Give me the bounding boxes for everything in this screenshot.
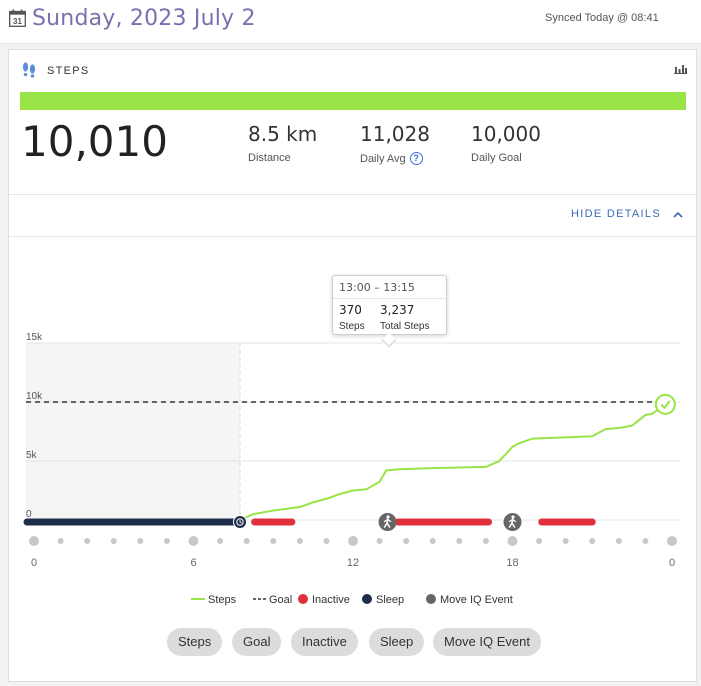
hour-tick-dot	[29, 536, 39, 546]
hour-tick-dot	[163, 538, 170, 544]
legend-dot-swatch	[362, 594, 372, 604]
page-title: Sunday, 2023 July 2	[32, 6, 256, 31]
walker-leg	[386, 522, 391, 528]
divider	[9, 236, 696, 237]
hour-tick-dot	[482, 538, 489, 544]
daily-goal-label-text: Daily Goal	[471, 152, 522, 164]
hour-tick-dot	[429, 538, 436, 544]
hour-tick-dot	[403, 538, 410, 544]
tooltip-steps-value: 370	[339, 303, 362, 317]
distance-value: 8.5 km	[248, 122, 318, 146]
steps-progress-bar	[20, 92, 686, 110]
tooltip-divider	[333, 298, 446, 299]
hour-tick-dot	[110, 538, 117, 544]
hour-tick-dot	[296, 538, 303, 544]
sleep-shaded-region	[26, 343, 241, 520]
daily-avg-value: 11,028	[360, 122, 430, 146]
walker-head	[511, 515, 515, 519]
legend-dot-swatch	[426, 594, 436, 604]
hour-tick-dot	[642, 538, 649, 544]
hour-tick-dot	[507, 536, 518, 546]
y-tick-label: 10k	[26, 391, 43, 402]
hour-tick-dot	[348, 536, 358, 546]
y-tick-label: 15k	[26, 332, 43, 343]
hour-tick-dot	[589, 538, 596, 544]
goal-reached-icon	[654, 393, 676, 415]
y-tick-label: 0	[26, 509, 32, 520]
steps-line	[34, 403, 666, 521]
daily-avg-label: Daily Avg ?	[360, 152, 430, 165]
legend-label[interactable]: Goal	[269, 594, 292, 606]
hour-tick-dot	[270, 538, 277, 544]
steps-chart[interactable]: 0 5k 10k 15k 0 6 12 18 0 Steps Goal Inactive Sleep Mo…	[9, 50, 696, 681]
tooltip-total-label: Total Steps	[380, 321, 430, 332]
hour-tick-dot	[57, 538, 64, 544]
hour-tick-dot	[84, 538, 91, 544]
hour-tick-dot	[323, 538, 330, 544]
legend-dot-swatch	[298, 594, 308, 604]
daily-goal-value: 10,000	[471, 122, 541, 146]
filter-pill-steps[interactable]: Steps	[167, 628, 223, 656]
hide-details-button[interactable]: HIDE DETAILS	[571, 208, 683, 220]
help-icon[interactable]: ?	[409, 152, 423, 165]
chart-tooltip: 13:00 – 13:15 370 3,237 Steps Total Step…	[332, 275, 447, 348]
hour-tick-dot	[667, 536, 677, 546]
distance-stat: 8.5 km Distance	[248, 122, 317, 164]
distance-label-text: Distance	[248, 152, 291, 164]
hour-tick-dot	[137, 538, 144, 544]
x-tick-label: 0	[669, 557, 675, 569]
x-tick-label: 6	[190, 557, 196, 569]
bar-chart-icon[interactable]	[674, 63, 687, 74]
hour-tick-dot	[456, 538, 463, 544]
distance-label: Distance	[248, 152, 317, 164]
legend-label[interactable]: Move IQ Event	[440, 594, 513, 606]
hour-tick-dot	[376, 538, 383, 544]
hour-tick-dot	[536, 538, 543, 544]
x-tick-label: 12	[347, 557, 359, 569]
x-tick-label: 18	[506, 557, 518, 569]
calendar-day: 31	[13, 17, 22, 26]
hour-tick-dot	[243, 538, 250, 544]
walker-leg	[511, 522, 516, 528]
total-steps-value: 10,010	[21, 117, 168, 166]
x-tick-label: 0	[31, 557, 37, 569]
daily-avg-label-text: Daily Avg	[360, 152, 406, 165]
walker-head	[386, 515, 390, 519]
daily-goal-stat: 10,000 Daily Goal	[471, 122, 541, 164]
top-bar: 31 Sunday, 2023 July 2 Synced Today @ 08…	[0, 0, 701, 44]
steps-card: STEPS 10,010 8.5 km Distance 11,028 Dail…	[8, 49, 697, 682]
hour-tick-dot	[217, 538, 224, 544]
checkmark	[660, 400, 671, 410]
calendar-icon[interactable]: 31	[9, 9, 26, 27]
clock-hands	[239, 520, 242, 524]
y-tick-label: 5k	[26, 450, 38, 461]
synced-status: Synced Today @ 08:41	[545, 12, 659, 24]
steps-progress-fill	[20, 92, 686, 110]
hour-tick-dot	[188, 536, 199, 546]
tooltip-total-value: 3,237	[380, 303, 415, 317]
clock-face	[236, 518, 244, 526]
filter-pill-goal[interactable]: Goal	[232, 628, 282, 656]
legend-label[interactable]: Sleep	[376, 594, 404, 606]
daily-goal-label: Daily Goal	[471, 152, 541, 164]
legend-label[interactable]: Inactive	[312, 594, 350, 606]
daily-avg-stat: 11,028 Daily Avg ?	[360, 122, 430, 165]
footsteps-icon	[22, 62, 36, 78]
walker-arms	[383, 518, 392, 523]
chevron-up-icon	[673, 211, 683, 218]
hide-details-label: HIDE DETAILS	[571, 208, 661, 220]
filter-pill-move-iq-event[interactable]: Move IQ Event	[433, 628, 541, 656]
filter-pill-sleep[interactable]: Sleep	[369, 628, 425, 656]
card-title: STEPS	[47, 65, 90, 77]
tooltip-steps-label: Steps	[339, 321, 365, 332]
filter-pill-inactive[interactable]: Inactive	[291, 628, 358, 656]
walker-arms	[508, 518, 517, 523]
hour-tick-dot	[615, 538, 622, 544]
tooltip-time-range: 13:00 – 13:15	[339, 281, 415, 294]
divider	[9, 194, 696, 195]
hour-tick-dot	[562, 538, 569, 544]
legend-label[interactable]: Steps	[208, 594, 237, 606]
